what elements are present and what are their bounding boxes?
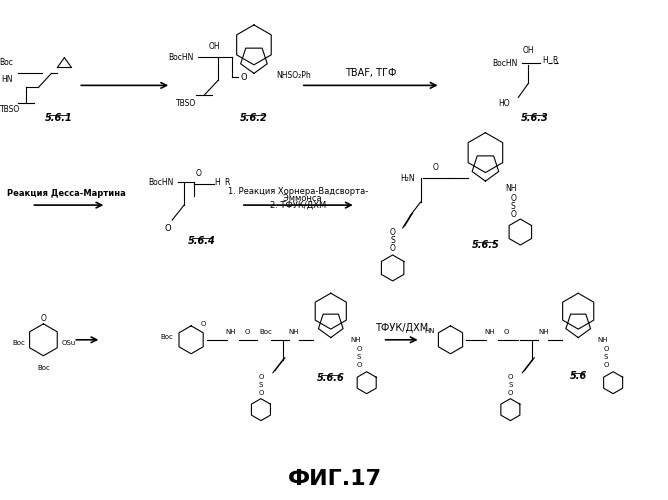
Text: OSu: OSu (61, 340, 75, 346)
Text: Реакция Десса-Мартина: Реакция Десса-Мартина (7, 189, 126, 198)
Text: S: S (510, 202, 515, 210)
Text: R: R (552, 56, 558, 65)
Text: TBSO: TBSO (176, 100, 196, 108)
Text: 5.6: 5.6 (570, 370, 587, 380)
Text: HN: HN (1, 76, 12, 84)
Text: O: O (244, 329, 250, 335)
Text: Эммонса: Эммонса (275, 194, 322, 203)
Text: TBAF, ТГФ: TBAF, ТГФ (345, 68, 396, 78)
Text: Boc: Boc (13, 340, 25, 346)
Text: NH: NH (351, 337, 361, 343)
Text: OH: OH (522, 46, 534, 56)
Text: S: S (259, 382, 263, 388)
Text: HN: HN (424, 328, 435, 334)
Text: H: H (542, 56, 548, 65)
Text: 5.6.1: 5.6.1 (45, 114, 72, 124)
Text: O: O (504, 329, 509, 335)
Text: O: O (389, 244, 395, 252)
Text: NH: NH (597, 337, 608, 343)
Text: O: O (433, 163, 438, 172)
Text: O: O (603, 362, 609, 368)
Text: 5.6.3: 5.6.3 (520, 114, 548, 124)
Text: 5.6.5: 5.6.5 (472, 240, 499, 250)
Text: OH: OH (208, 42, 220, 51)
Text: HO: HO (499, 100, 510, 108)
Text: S: S (508, 382, 512, 388)
Text: NH: NH (289, 329, 299, 335)
Text: O: O (200, 321, 206, 327)
Text: O: O (41, 314, 46, 323)
Text: O: O (508, 390, 513, 396)
Text: O: O (241, 73, 248, 82)
Text: ФИГ.17: ФИГ.17 (288, 470, 382, 490)
Text: S: S (603, 354, 607, 360)
Text: Boc: Boc (0, 58, 13, 68)
Text: O: O (259, 374, 264, 380)
Text: O: O (510, 210, 516, 218)
Text: NH: NH (538, 329, 549, 335)
Text: BocHN: BocHN (168, 53, 194, 62)
Text: O: O (603, 346, 609, 352)
Text: 1. Реакция Хорнера-Вадсворта-: 1. Реакция Хорнера-Вадсворта- (228, 187, 369, 196)
Text: NH: NH (484, 329, 495, 335)
Text: NH: NH (506, 184, 517, 192)
Text: Boc: Boc (259, 329, 272, 335)
Text: O: O (508, 374, 513, 380)
Text: O: O (196, 169, 202, 178)
Text: 5.6.4: 5.6.4 (188, 236, 216, 246)
Text: O: O (165, 224, 172, 233)
Text: O: O (389, 228, 395, 236)
Text: O: O (357, 346, 362, 352)
Text: O: O (259, 390, 264, 396)
Text: NH: NH (225, 329, 236, 335)
Text: 2. ТФУК/ДХМ: 2. ТФУК/ДХМ (271, 201, 327, 210)
Text: O: O (510, 194, 516, 202)
Text: TBSO: TBSO (1, 106, 21, 114)
Text: O: O (357, 362, 362, 368)
Text: BocHN: BocHN (148, 178, 174, 186)
Text: 5.6.6: 5.6.6 (317, 372, 345, 382)
Text: H₂N: H₂N (401, 174, 415, 182)
Text: NHSO₂Ph: NHSO₂Ph (276, 71, 311, 80)
Text: Boc: Boc (160, 334, 173, 340)
Text: S: S (357, 354, 361, 360)
Text: R: R (224, 178, 229, 186)
Text: H: H (214, 178, 220, 186)
Text: Boc: Boc (37, 364, 50, 370)
Text: S: S (390, 236, 395, 244)
Text: ТФУК/ДХМ: ТФУК/ДХМ (375, 323, 428, 333)
Text: 5.6.2: 5.6.2 (240, 114, 268, 124)
Text: BocHN: BocHN (492, 59, 518, 68)
